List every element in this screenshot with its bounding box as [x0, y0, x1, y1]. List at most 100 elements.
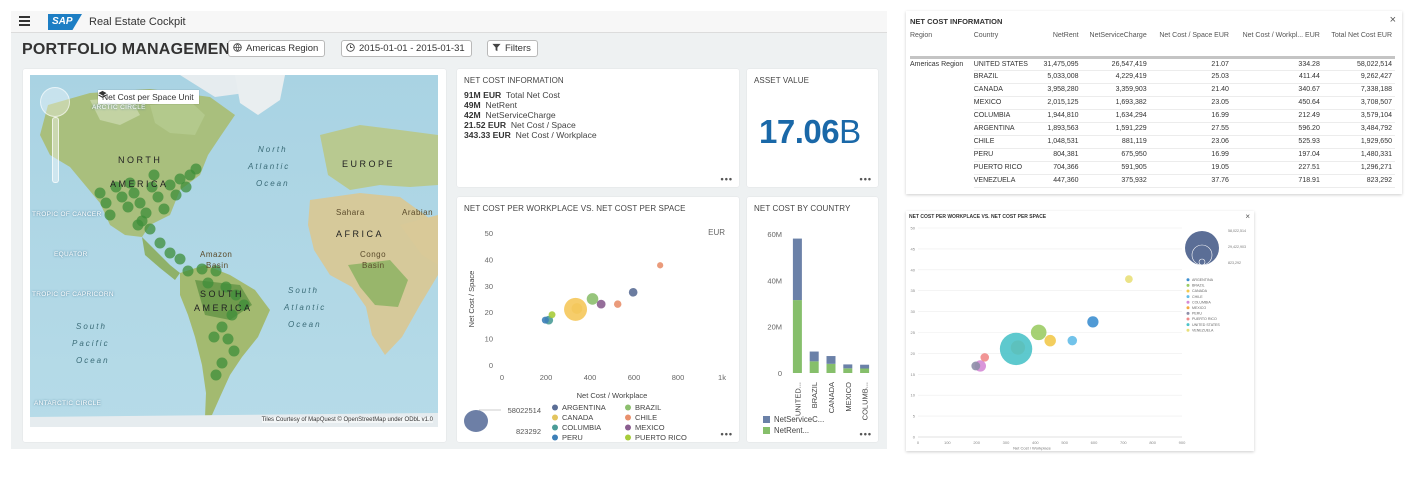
scatter-point[interactable] [596, 299, 606, 309]
scatter-point[interactable] [628, 287, 638, 297]
y-axis-label: Net Cost / Space [467, 271, 476, 328]
map-marker[interactable] [124, 177, 136, 189]
map-marker[interactable] [202, 277, 214, 289]
map-marker[interactable] [144, 223, 156, 235]
map-marker[interactable] [116, 191, 128, 203]
scatter-point[interactable] [564, 297, 588, 321]
bar-segment[interactable] [860, 364, 870, 369]
table-header-cell[interactable]: Net Cost / Space EUR [1149, 31, 1232, 59]
map-marker[interactable] [228, 345, 240, 357]
table-row[interactable]: BRAZIL 5,033,008 4,229,419 25.03 411.44 9,262… [910, 70, 1395, 84]
map-zoom-slider[interactable] [52, 117, 59, 183]
map-marker[interactable] [230, 289, 242, 301]
map-marker[interactable] [216, 357, 228, 369]
bar-segment[interactable] [860, 368, 870, 373]
table-header-cell[interactable]: Net Cost / Workpl... EUR [1231, 31, 1323, 59]
map-marker[interactable] [238, 299, 250, 311]
map-marker[interactable] [180, 181, 192, 193]
map-marker[interactable] [152, 191, 164, 203]
bar-segment[interactable] [792, 300, 802, 373]
bar-segment[interactable] [843, 368, 853, 373]
table-row[interactable]: CHILE 1,048,531 881,119 23.06 525.93 1,929,65… [910, 135, 1395, 149]
map-legend-chip[interactable]: Net Cost per Space Unit [98, 90, 199, 104]
map-markers[interactable] [94, 163, 250, 381]
map-marker[interactable] [190, 163, 202, 175]
close-icon[interactable]: × [1245, 212, 1250, 221]
map-marker[interactable] [222, 333, 234, 345]
table-header-cell[interactable]: Country [973, 31, 1039, 59]
table-row[interactable]: PERU 804,381 675,950 16.99 197.04 1,480,331 [910, 148, 1395, 162]
map-marker[interactable] [100, 197, 112, 209]
scatter-point[interactable] [548, 311, 556, 319]
table-row[interactable]: VENEZUELA 447,360 375,932 37.76 718.91 823,29… [910, 174, 1395, 188]
table-row[interactable]: PUERTO RICO 704,366 591,905 19.05 227.51 1,29… [910, 161, 1395, 175]
bar-segment[interactable] [809, 351, 819, 362]
bar-segment[interactable] [843, 364, 853, 369]
map-marker[interactable] [216, 321, 228, 333]
table-header-cell[interactable]: Region [910, 31, 974, 59]
table-header-cell[interactable]: NetServiceCharge [1081, 31, 1150, 59]
region-filter-chip[interactable]: Americas Region [228, 40, 326, 57]
scatter-point[interactable] [1067, 335, 1078, 346]
scatter-card[interactable]: NET COST PER WORKPLACE VS. NET COST PER … [457, 197, 739, 442]
scatter-point[interactable] [971, 361, 981, 371]
world-map[interactable]: Net Cost per Space Unit ARCTIC CIRCLE NO… [30, 75, 438, 427]
scatter-point[interactable] [541, 316, 549, 324]
asset-value-more-button[interactable]: ••• [859, 174, 872, 184]
scatter-more-button[interactable]: ••• [720, 429, 733, 439]
map-marker[interactable] [182, 265, 194, 277]
scatter-point[interactable] [999, 332, 1033, 366]
map-marker[interactable] [210, 369, 222, 381]
bar-card[interactable]: NET COST BY COUNTRY 0 20M 40M 60M UNITED... B… [747, 197, 878, 442]
table-row[interactable]: Americas Region UNITED STATES 31,475,095 26… [910, 57, 1395, 71]
map-marker[interactable] [104, 209, 116, 221]
map-marker[interactable] [110, 181, 122, 193]
asset-value-card[interactable]: ASSET VALUE 17.06B ••• [747, 69, 878, 187]
bar-segment[interactable] [826, 363, 836, 373]
date-filter-chip[interactable]: 2015-01-01 - 2015-01-31 [341, 40, 472, 57]
scatter-point[interactable] [657, 262, 664, 269]
map-marker[interactable] [134, 197, 146, 209]
net-cost-card[interactable]: NET COST INFORMATION 91M EUR Total Net C… [457, 69, 739, 187]
scatter-point[interactable] [613, 300, 622, 308]
bar-segment[interactable] [826, 356, 836, 364]
bar-segment[interactable] [792, 238, 802, 301]
map-marker[interactable] [174, 173, 186, 185]
map-marker[interactable] [94, 187, 106, 199]
map-marker[interactable] [128, 187, 140, 199]
map-marker[interactable] [164, 247, 176, 259]
table-row[interactable]: ARGENTINA 1,893,563 1,591,229 27.55 596.20 3,… [910, 122, 1395, 136]
scatter-point[interactable] [586, 293, 599, 305]
table-row[interactable]: CANADA 3,958,280 3,359,903 21.40 340.67 7,338… [910, 83, 1395, 97]
map-marker[interactable] [132, 219, 144, 231]
map-marker[interactable] [164, 179, 176, 191]
map-marker[interactable] [210, 265, 222, 277]
bar-segment[interactable] [809, 361, 819, 373]
menu-icon[interactable] [19, 16, 30, 26]
scatter-point[interactable] [980, 353, 990, 362]
map-marker[interactable] [146, 181, 158, 193]
map-marker[interactable] [122, 201, 134, 213]
table-row[interactable]: COLUMBIA 1,944,810 1,634,294 16.99 212.49 3,5… [910, 109, 1395, 123]
scatter-point[interactable] [1125, 275, 1133, 284]
scatter-point[interactable] [1030, 324, 1047, 341]
map-marker[interactable] [174, 253, 186, 265]
map-marker[interactable] [220, 281, 232, 293]
net-cost-more-button[interactable]: ••• [720, 174, 733, 184]
bar-more-button[interactable]: ••• [859, 429, 872, 439]
map-marker[interactable] [148, 169, 160, 181]
map-marker[interactable] [208, 331, 220, 343]
table-row[interactable]: MEXICO 2,015,125 1,693,382 23.05 450.64 3,708… [910, 96, 1395, 110]
scatter-point[interactable] [1044, 334, 1056, 347]
map-marker[interactable] [170, 189, 182, 201]
map-pan-control[interactable] [40, 87, 70, 117]
map-marker[interactable] [158, 203, 170, 215]
map-marker[interactable] [196, 263, 208, 275]
close-icon[interactable]: × [1389, 14, 1396, 26]
table-header-cell[interactable]: Total Net Cost EUR [1322, 31, 1395, 59]
table-header-cell[interactable]: NetRent [1038, 31, 1082, 59]
filters-button[interactable]: Filters [487, 40, 538, 57]
map-marker[interactable] [154, 237, 166, 249]
scatter-point[interactable] [1087, 316, 1099, 328]
map-marker[interactable] [226, 309, 238, 321]
